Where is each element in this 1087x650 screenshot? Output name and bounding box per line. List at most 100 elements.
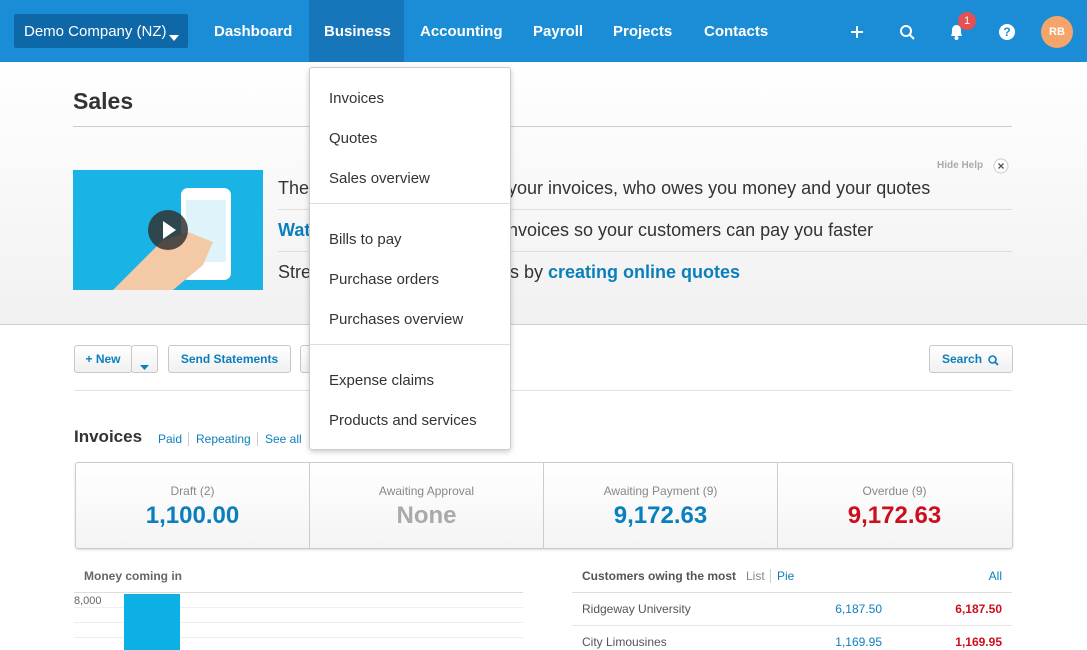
nav-item[interactable]: Payroll	[533, 23, 584, 40]
summary-cell[interactable]: Awaiting Payment (9) 9,172.63	[544, 463, 778, 548]
help-text: s by creating online quotes	[510, 262, 740, 283]
search-glyph-part	[994, 361, 999, 366]
customer-overdue[interactable]: 6,187.50	[955, 602, 1002, 616]
help-text: your invoices, who owes you money and yo…	[508, 178, 930, 199]
summary-label: Awaiting Approval	[378, 484, 475, 498]
toolbar-rule	[74, 390, 1012, 391]
menu-item[interactable]: Sales overview	[329, 170, 430, 187]
menu-divider	[310, 344, 510, 345]
bell-icon-part	[954, 36, 959, 40]
nav-item[interactable]: Dashboard	[214, 23, 293, 40]
help-text[interactable]: Wat	[278, 220, 311, 240]
bell-icon[interactable]	[949, 24, 964, 45]
nav-item[interactable]: Accounting	[420, 23, 503, 40]
notification-badge: 1	[958, 12, 976, 30]
caret-part	[169, 35, 179, 41]
summary-label: Draft (2)	[170, 484, 215, 498]
add-icon-part	[851, 26, 863, 38]
add-icon[interactable]	[850, 25, 864, 44]
invoice-link[interactable]: See all	[265, 432, 302, 446]
customer-overdue[interactable]: 1,169.95	[955, 635, 1002, 649]
avatar[interactable]: RB	[1041, 16, 1073, 48]
customer-name[interactable]: Ridgeway University	[582, 602, 691, 616]
help-video-part	[113, 232, 213, 290]
summary-box	[75, 462, 1013, 549]
nav-item[interactable]: Projects	[613, 23, 673, 40]
customer-name[interactable]: City Limousines	[582, 635, 667, 649]
org-name: Demo Company (NZ)	[24, 23, 167, 40]
customer-amount[interactable]: 1,169.95	[835, 635, 882, 649]
title-rule	[73, 126, 1012, 127]
help-text: Stre	[278, 262, 312, 282]
search-icon-part	[909, 34, 915, 40]
summary-value: None	[396, 502, 457, 529]
caret-part	[169, 35, 179, 41]
search-icon-part	[900, 25, 915, 40]
menu-item[interactable]: Purchases overview	[329, 311, 464, 328]
menu-item[interactable]: Products and services	[329, 412, 477, 429]
all-link[interactable]: All	[988, 569, 1002, 583]
search-button-label: Search	[942, 352, 983, 366]
caret	[169, 28, 179, 46]
help-video[interactable]	[73, 170, 263, 290]
search-icon[interactable]	[900, 25, 916, 46]
grid-line	[74, 637, 523, 638]
menu-item[interactable]: Purchase orders	[329, 271, 440, 288]
search-glyph-part	[988, 355, 999, 366]
page-title: Sales	[73, 88, 134, 114]
menu-item[interactable]: Bills to pay	[329, 231, 402, 248]
panel-title: Customers owing the most	[582, 569, 737, 583]
search-glyph	[988, 353, 999, 371]
new-menu-button[interactable]	[131, 345, 158, 373]
help-divider	[278, 209, 1012, 210]
summary-value: 9,172.63	[847, 502, 942, 529]
help-link[interactable]: creating online quotes	[548, 262, 741, 282]
menu-item[interactable]: Quotes	[329, 130, 378, 147]
summary-label: Overdue (9)	[862, 484, 927, 498]
nav-active-bg	[309, 0, 404, 62]
help-text-part: s by	[510, 262, 549, 282]
invoice-link[interactable]: Repeating	[196, 432, 258, 446]
summary-cell[interactable]: Awaiting Approval None	[310, 463, 544, 548]
close-help[interactable]	[993, 158, 1009, 179]
list-link[interactable]: List	[746, 569, 771, 583]
send-statements-button[interactable]: Send Statements	[168, 345, 291, 373]
close-help-part	[993, 158, 1009, 174]
business-menu: Invoices Quotes Sales overview Bills to pay…	[309, 67, 511, 450]
help-text: nvoices so your customers can pay you fa…	[508, 220, 873, 241]
nav-item[interactable]: Business	[324, 23, 391, 40]
bell-icon-part	[951, 25, 962, 36]
search-button[interactable]: Search	[929, 345, 1013, 373]
summary-value: 1,100.00	[145, 502, 240, 529]
help-video-part	[163, 221, 176, 239]
help-text-part: nvoices so your customers can pay you fa…	[508, 220, 874, 240]
hide-help[interactable]: Hide Help	[937, 160, 984, 171]
help-video-part	[113, 188, 231, 290]
pie-link[interactable]: Pie	[777, 569, 795, 583]
org-switcher[interactable]: Demo Company (NZ)	[14, 14, 188, 48]
help-icon[interactable]: ?	[999, 24, 1015, 40]
new-button-label: + New	[85, 352, 121, 366]
new-button[interactable]: + New	[74, 345, 132, 373]
caret-part	[140, 365, 149, 370]
caret-part	[140, 365, 149, 370]
summary-cell[interactable]: Overdue (9) 9,172.63	[778, 463, 1011, 548]
menu-item[interactable]: Expense claims	[329, 372, 435, 389]
menu-item[interactable]: Invoices	[329, 90, 385, 107]
table-rule	[572, 625, 1012, 626]
search-glyph-part	[988, 355, 997, 364]
invoice-link[interactable]: Paid	[158, 432, 190, 446]
search-icon-part	[900, 25, 912, 37]
summary-cell[interactable]: Draft (2) 1,100.00	[76, 463, 310, 548]
menu-divider	[310, 203, 510, 204]
caret	[140, 357, 149, 375]
customer-amount[interactable]: 6,187.50	[835, 602, 882, 616]
add-icon-part	[851, 26, 863, 38]
grid-line	[74, 607, 523, 608]
axis-label: 8,000	[74, 595, 102, 607]
nav-item[interactable]: Contacts	[704, 23, 769, 40]
section-title: Invoices	[74, 427, 143, 446]
send-statements-button-label: Send Statements	[180, 352, 279, 366]
bell-icon-part	[951, 25, 962, 40]
